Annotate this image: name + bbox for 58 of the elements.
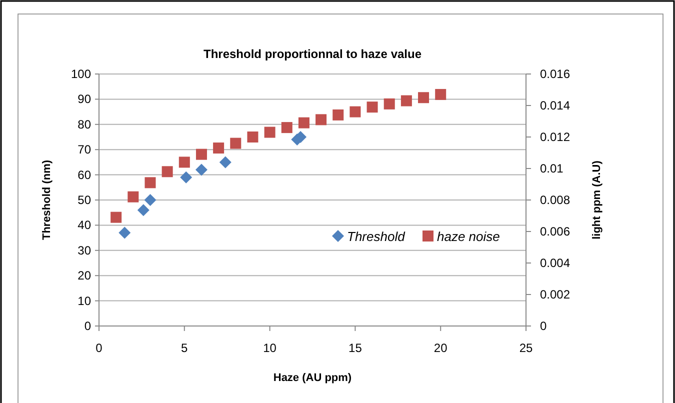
x-tick-label: 15: [348, 341, 362, 355]
point: [195, 164, 208, 176]
y2-axis-title: light ppm (A.U): [591, 160, 603, 240]
y-axis-title: Threshold (nm): [41, 160, 53, 240]
chart-title: Threshold proportionnal to haze value: [203, 47, 422, 61]
point: [180, 171, 192, 184]
y2-tick-label: 0.016: [540, 67, 570, 81]
y-tick-label: 40: [78, 218, 92, 232]
point: [281, 122, 292, 134]
y-tick-label: 90: [78, 92, 92, 106]
point: [219, 156, 232, 168]
y-tick-label: 60: [78, 168, 92, 182]
y2-tick-label: 0.006: [540, 224, 570, 238]
y2-tick-label: 0.004: [540, 256, 570, 270]
y2-tick-label: 0: [540, 319, 547, 333]
x-tick-label: 25: [519, 341, 533, 355]
y2-tick-label: 0.012: [540, 130, 570, 144]
x-tick-label: 0: [96, 341, 103, 355]
point: [196, 148, 207, 160]
point: [247, 132, 258, 142]
y-tick-label: 50: [78, 193, 92, 207]
point: [118, 226, 131, 239]
x-tick-label: 5: [181, 341, 188, 355]
y2-tick-label: 0.01: [540, 162, 564, 176]
y-tick-label: 10: [78, 294, 92, 308]
y-tick-label: 20: [78, 268, 92, 283]
x-tick-label: 20: [434, 341, 448, 355]
y2-tick-label: 0.014: [540, 98, 570, 112]
point: [110, 212, 122, 223]
point: [298, 117, 310, 128]
point: [435, 88, 446, 100]
point: [264, 126, 276, 138]
y-tick-label: 100: [70, 67, 92, 81]
point: [144, 194, 156, 206]
point: [418, 92, 430, 104]
point: [332, 109, 344, 120]
point: [366, 102, 378, 113]
point: [350, 106, 361, 118]
point: [316, 114, 327, 126]
x-axis-title: Haze (AU ppm): [273, 372, 352, 384]
legend-label: haze noise: [437, 229, 500, 244]
y-tick-label: 0: [84, 319, 92, 333]
y-tick-label: 30: [78, 243, 92, 258]
y2-tick-label: 0.002: [540, 288, 570, 302]
point: [162, 166, 173, 178]
point: [178, 156, 190, 168]
y-tick-label: 80: [78, 117, 92, 132]
point: [384, 98, 395, 110]
point: [137, 204, 150, 216]
point: [230, 138, 242, 149]
y-tick-label: 70: [78, 142, 92, 157]
point: [400, 95, 412, 106]
point: [128, 191, 139, 202]
legend-label: Threshold: [347, 229, 406, 244]
point: [213, 142, 224, 154]
x-tick-label: 10: [263, 341, 277, 355]
y2-tick-label: 0.008: [540, 193, 570, 207]
point: [144, 177, 156, 188]
